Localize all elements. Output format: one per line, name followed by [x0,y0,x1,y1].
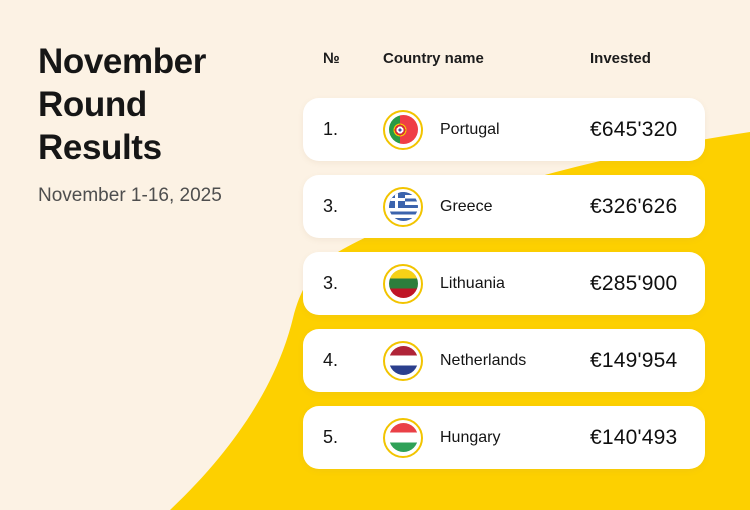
header-invested: Invested [590,50,651,67]
header-country-name: Country name [383,50,484,67]
greece-flag-icon [388,192,418,221]
invested-amount: €326'626 [590,194,678,218]
hungary-flag-icon [388,423,418,452]
flag-medallion [383,417,423,458]
page-title-line-2: Round [38,85,147,124]
rank-label: 5. [323,427,339,447]
country-name: Greece [440,197,493,215]
invested-amount: €140'493 [590,425,678,449]
results-panel: № Country name Invested 1. Portugal €645… [303,48,705,483]
portugal-flag-icon [388,115,418,144]
rank-label: 3. [323,196,339,216]
result-card-netherlands: 4. Netherlands €149'954 [303,329,705,392]
flag-medallion [383,340,423,381]
page-title-line-3: Results [38,128,162,167]
invested-amount: €645'320 [590,117,678,141]
flag-medallion [383,186,423,227]
country-name: Lithuania [440,274,505,292]
page-title: November Round Results [38,40,278,169]
rank-label: 3. [323,273,339,293]
netherlands-flag-icon [388,346,418,375]
results-list: 1. Portugal €645'320 3. Greece €326'626 … [303,98,705,469]
page-title-line-1: November [38,42,206,81]
result-card-hungary: 5. Hungary €140'493 [303,406,705,469]
result-card-portugal: 1. Portugal €645'320 [303,98,705,161]
country-name: Portugal [440,120,500,138]
lithuania-flag-icon [388,269,418,298]
country-name: Hungary [440,428,501,446]
result-card-greece: 3. Greece €326'626 [303,175,705,238]
page-subtitle: November 1-16, 2025 [38,185,222,206]
intro-block: November Round Results November 1-16, 20… [38,40,278,207]
invested-amount: €285'900 [590,271,678,295]
results-header-row: № Country name Invested [303,48,705,68]
country-name: Netherlands [440,351,527,369]
result-card-lithuania: 3. Lithuania €285'900 [303,252,705,315]
flag-medallion [383,263,423,304]
rank-label: 4. [323,350,339,370]
invested-amount: €149'954 [590,348,678,372]
header-rank: № [323,50,340,67]
flag-medallion [383,109,423,150]
rank-label: 1. [323,119,339,139]
